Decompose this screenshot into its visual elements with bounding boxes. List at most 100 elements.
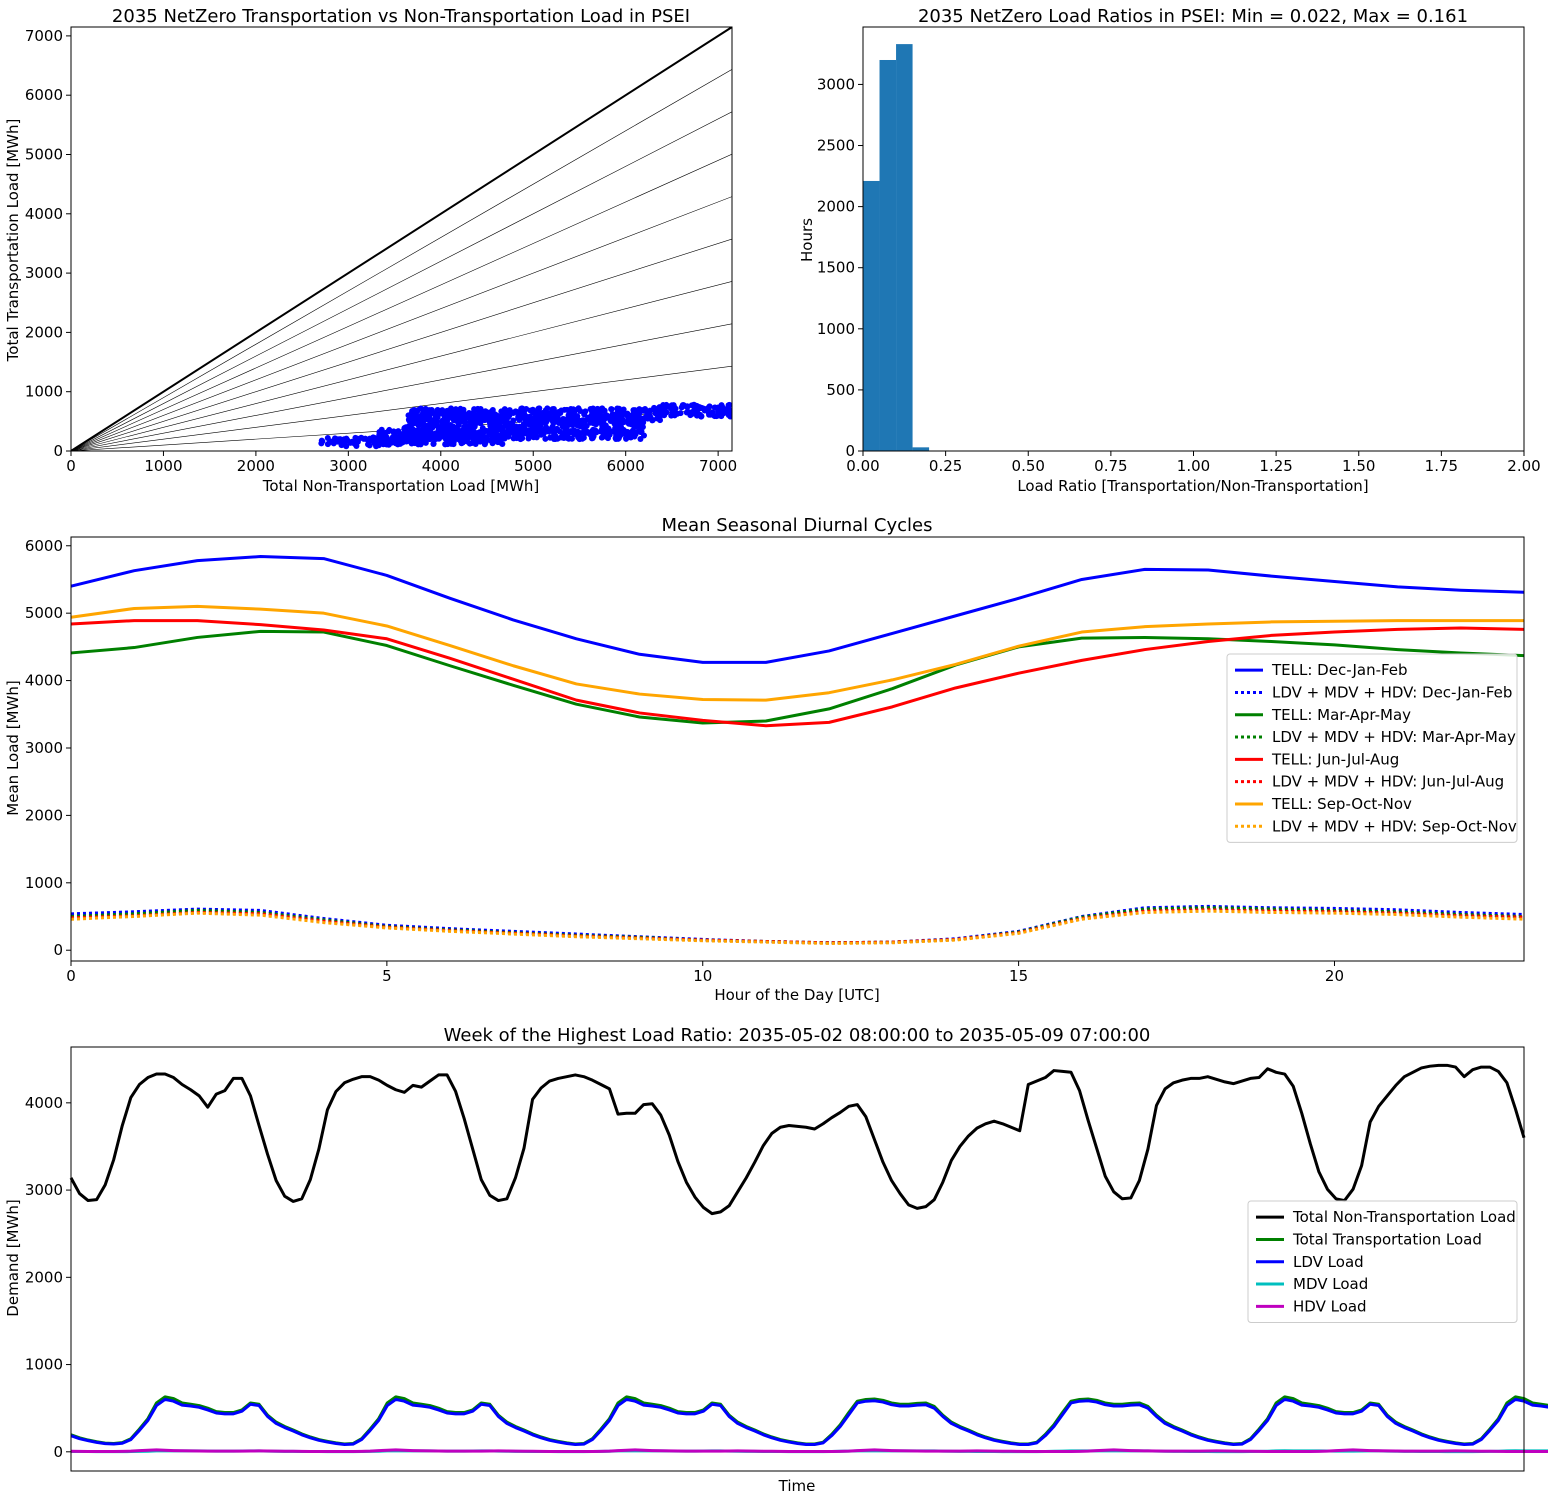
scatter-point [590, 405, 597, 412]
scatter-point [505, 428, 512, 435]
scatter-point [409, 407, 416, 414]
scatter-point [592, 427, 599, 434]
scatter-point [670, 403, 677, 410]
week-series-line [70, 1448, 1548, 1453]
scatter-point [434, 409, 441, 416]
scatter-point [615, 416, 622, 423]
scatter-point [715, 408, 722, 415]
histogram-bar [912, 447, 930, 451]
scatter-point [608, 406, 615, 413]
scatter-point [639, 424, 646, 431]
diurnal-series-line [70, 629, 1525, 725]
scatter-point [404, 429, 411, 436]
scatter-point [629, 428, 636, 435]
histogram-x-tick-label: 1.75 [1425, 457, 1458, 475]
scatter-point [450, 426, 457, 433]
scatter-point [445, 411, 452, 418]
scatter-point [605, 427, 612, 434]
scatter-point [426, 436, 433, 443]
scatter-point [347, 439, 354, 446]
scatter-point [599, 426, 606, 433]
scatter-point [568, 435, 575, 442]
diurnal-series-line [70, 619, 1525, 728]
scatter-point [588, 435, 595, 442]
scatter-point [452, 406, 459, 413]
scatter-point [680, 402, 687, 409]
diurnal-legend-label: TELL: Mar-Apr-May [1271, 706, 1411, 724]
scatter-point [439, 420, 446, 427]
scatter-point [565, 414, 572, 421]
scatter-point [442, 415, 449, 422]
diurnal-title: Mean Seasonal Diurnal Cycles [662, 515, 933, 536]
histogram-x-tick-label: 0.50 [1012, 457, 1045, 475]
scatter-point [597, 411, 604, 418]
scatter-point [417, 405, 424, 412]
scatter-point [633, 416, 640, 423]
diurnal-legend-label: LDV + MDV + HDV: Mar-Apr-May [1272, 728, 1516, 746]
scatter-title: 2035 NetZero Transportation vs Non-Trans… [112, 6, 690, 27]
scatter-point [563, 406, 570, 413]
week-panel: Week of the Highest Load Ratio: 2035-05-… [4, 1025, 1548, 1495]
week-y-tick-label: 1000 [25, 1356, 63, 1374]
scatter-point [603, 414, 610, 421]
scatter-point [617, 426, 624, 433]
scatter-point [620, 406, 627, 413]
scatter-point [607, 418, 614, 425]
histogram-y-label: Hours [798, 218, 816, 262]
histogram-y-tick-label: 1500 [817, 259, 855, 277]
scatter-plot-area: 0 1000 2000 3000 4000 5000 6000 7000 0 1000 2000 30… [25, 26, 737, 475]
week-y-tick-label: 2000 [25, 1268, 63, 1286]
histogram-x-tick-label: 1.25 [1259, 457, 1292, 475]
histogram-x-tick-label: 0.75 [1094, 457, 1127, 475]
scatter-point [450, 417, 457, 424]
diurnal-x-tick-label: 10 [693, 967, 712, 985]
ratio-reference-line [71, 323, 732, 451]
scatter-point [428, 406, 435, 413]
week-legend-label: HDV Load [1293, 1297, 1367, 1315]
diurnal-y-tick-label: 1000 [25, 874, 63, 892]
scatter-point [524, 431, 531, 438]
scatter-point [516, 410, 523, 417]
ratio-reference-line [71, 27, 732, 451]
scatter-point [701, 407, 708, 414]
scatter-point [475, 430, 482, 437]
diurnal-legend-box [1226, 653, 1518, 843]
scatter-point [366, 435, 373, 442]
scatter-point [468, 440, 475, 447]
scatter-point [439, 426, 446, 433]
scatter-x-tick-label: 5000 [514, 457, 552, 475]
ratio-reference-line [71, 238, 732, 451]
histogram-y-tick-label: 500 [826, 381, 855, 399]
histogram-y-tick-label: 2000 [817, 198, 855, 216]
diurnal-plot-area: 0 5 10 15 20 0 1000 2000 3000 4000 5000 6000 TELL: D… [25, 536, 1525, 985]
diurnal-y-tick-label: 3000 [25, 739, 63, 757]
scatter-point [552, 410, 559, 417]
scatter-point [554, 416, 561, 423]
scatter-point [506, 407, 513, 414]
scatter-point [392, 429, 399, 436]
scatter-point [411, 434, 418, 441]
scatter-point [547, 434, 554, 441]
scatter-point [540, 418, 547, 425]
scatter-point [365, 441, 372, 448]
scatter-point [453, 411, 460, 418]
ratio-reference-line [71, 69, 732, 451]
diurnal-series-line [70, 604, 1524, 702]
scatter-point [522, 426, 529, 433]
histogram-y-tick-label: 3000 [817, 75, 855, 93]
diurnal-legend-label: TELL: Jun-Jul-Aug [1271, 750, 1399, 768]
diurnal-y-tick-label: 0 [53, 941, 63, 959]
scatter-point [430, 441, 437, 448]
scatter-point [426, 425, 433, 432]
ratio-reference-line [71, 365, 732, 451]
scatter-point [647, 414, 654, 421]
week-axes-frame [70, 1046, 1525, 1472]
histogram-x-label: Load Ratio [Transportation/Non-Transport… [1017, 477, 1368, 495]
scatter-x-label: Total Non-Transportation Load [MWh] [262, 477, 540, 495]
scatter-point [696, 404, 703, 411]
scatter-x-tick-label: 1000 [144, 457, 182, 475]
scatter-point [514, 430, 521, 437]
scatter-point [719, 410, 726, 417]
scatter-point [725, 410, 732, 417]
scatter-point [547, 410, 554, 417]
